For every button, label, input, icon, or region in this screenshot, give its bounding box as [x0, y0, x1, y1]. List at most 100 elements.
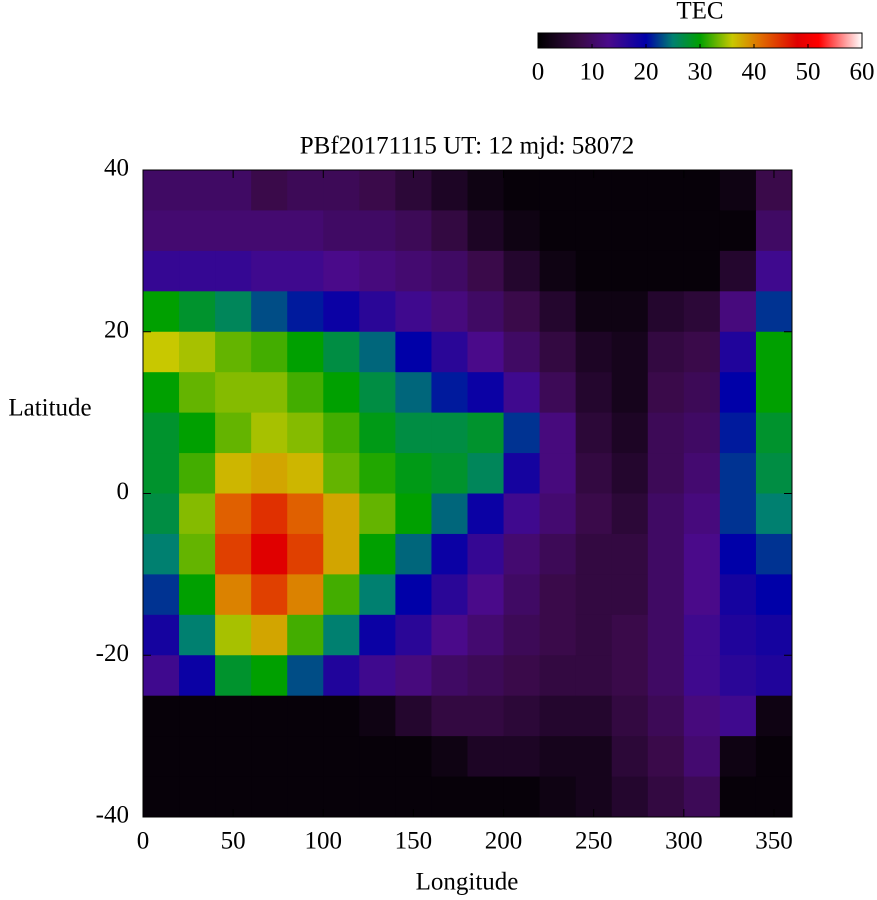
- heat-cell: [287, 412, 324, 454]
- heat-cell: [683, 210, 721, 252]
- heat-cell: [251, 412, 288, 454]
- heat-cell: [503, 776, 541, 818]
- heat-cell: [215, 291, 252, 333]
- y-tick-label: 40: [104, 155, 129, 182]
- heat-cell: [143, 655, 180, 697]
- heat-cell: [215, 614, 252, 656]
- heat-cell: [359, 250, 396, 292]
- heat-cell: [395, 736, 432, 778]
- heat-cell: [755, 210, 793, 252]
- colorbar-tick-label: 10: [580, 59, 605, 86]
- heat-cell: [215, 493, 252, 535]
- heat-cell: [755, 655, 793, 697]
- heat-cell: [611, 533, 649, 575]
- heat-cell: [395, 614, 432, 656]
- heat-cell: [755, 250, 793, 292]
- heat-cell: [611, 493, 649, 535]
- heat-cell: [539, 614, 577, 656]
- heat-cell: [215, 331, 252, 373]
- heat-cell: [503, 655, 541, 697]
- heat-cell: [395, 250, 432, 292]
- heat-cell: [611, 655, 649, 697]
- heat-cell: [143, 736, 180, 778]
- heat-cell: [431, 331, 468, 373]
- heat-cell: [323, 655, 360, 697]
- heat-cell: [719, 291, 757, 333]
- heat-cell: [755, 695, 793, 737]
- heat-cell: [539, 493, 577, 535]
- heat-cell: [143, 331, 180, 373]
- heat-cell: [683, 331, 721, 373]
- chart-title: PBf20171115 UT: 12 mjd: 58072: [300, 133, 634, 160]
- x-tick-label: 50: [221, 828, 246, 855]
- heat-cell: [539, 412, 577, 454]
- heat-cell: [647, 453, 685, 494]
- heat-cell: [575, 493, 613, 535]
- heat-cell: [755, 291, 793, 333]
- heat-cell: [467, 210, 505, 252]
- heat-cell: [215, 574, 252, 616]
- heat-cell: [575, 250, 613, 292]
- heat-cell: [611, 372, 649, 414]
- heat-cell: [179, 493, 216, 535]
- heat-cell: [323, 533, 360, 575]
- heat-cell: [395, 695, 432, 737]
- heat-cell: [287, 331, 324, 373]
- heat-cell: [287, 533, 324, 575]
- heat-cell: [683, 736, 721, 778]
- heat-cell: [575, 533, 613, 575]
- heat-cell: [431, 291, 468, 333]
- heat-cell: [215, 453, 252, 494]
- heat-cell: [539, 453, 577, 494]
- colorbar-tick-label: 0: [532, 59, 545, 86]
- heat-cell: [251, 250, 288, 292]
- heat-cell: [431, 614, 468, 656]
- heat-cell: [611, 291, 649, 333]
- heat-cell: [323, 776, 360, 818]
- x-tick-label: 0: [137, 828, 150, 855]
- heat-cell: [359, 776, 396, 818]
- heat-cell: [395, 493, 432, 535]
- heat-cell: [503, 695, 541, 737]
- heat-cell: [251, 372, 288, 414]
- heat-cell: [575, 736, 613, 778]
- heat-cell: [395, 412, 432, 454]
- heat-cell: [359, 736, 396, 778]
- heat-cell: [287, 170, 324, 211]
- heat-cell: [431, 776, 468, 818]
- heat-cell: [467, 331, 505, 373]
- heat-cell: [575, 614, 613, 656]
- heat-cell: [179, 655, 216, 697]
- heat-cell: [287, 695, 324, 737]
- heat-cell: [215, 695, 252, 737]
- heat-cell: [215, 533, 252, 575]
- heat-cell: [755, 493, 793, 535]
- heat-cell: [431, 453, 468, 494]
- heat-cell: [647, 291, 685, 333]
- heat-cell: [539, 372, 577, 414]
- heat-cell: [215, 210, 252, 252]
- heat-cell: [503, 614, 541, 656]
- colorbar-title: TEC: [676, 0, 723, 25]
- heat-cell: [323, 695, 360, 737]
- heat-cell: [287, 736, 324, 778]
- heat-cell: [647, 776, 685, 818]
- heat-cell: [683, 776, 721, 818]
- heat-cell: [647, 372, 685, 414]
- heat-cell: [359, 695, 396, 737]
- heat-cell: [179, 533, 216, 575]
- heat-cell: [719, 533, 757, 575]
- heat-cell: [647, 574, 685, 616]
- heat-cell: [503, 412, 541, 454]
- heat-cell: [647, 695, 685, 737]
- heat-cell: [575, 412, 613, 454]
- heat-cell: [611, 574, 649, 616]
- heat-cell: [467, 453, 505, 494]
- heat-cell: [179, 210, 216, 252]
- heat-cell: [287, 210, 324, 252]
- heat-cell: [395, 331, 432, 373]
- heat-cell: [611, 736, 649, 778]
- heat-cell: [179, 614, 216, 656]
- heat-cell: [251, 655, 288, 697]
- heat-cell: [611, 412, 649, 454]
